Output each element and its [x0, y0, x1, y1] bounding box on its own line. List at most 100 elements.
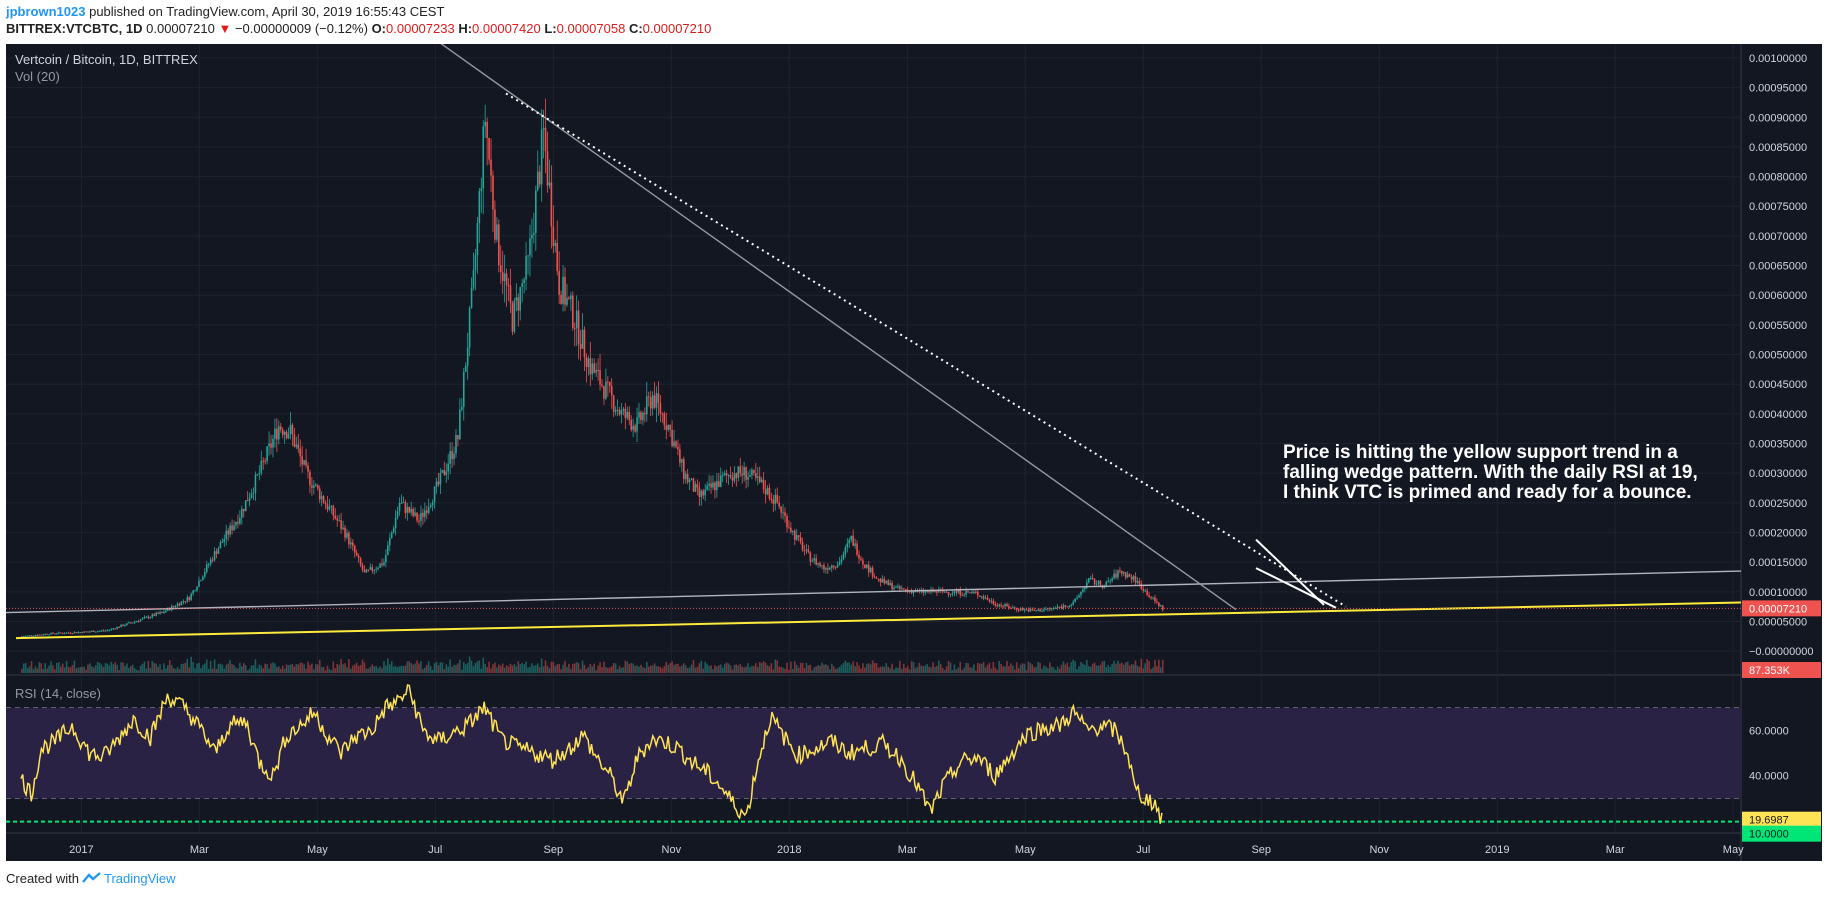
- volume-bar: [379, 666, 381, 673]
- candle-body: [688, 480, 691, 483]
- candle-body: [774, 494, 777, 504]
- volume-bar: [875, 663, 878, 673]
- volume-bar: [363, 662, 366, 673]
- volume-bar: [947, 660, 950, 673]
- volume-bar: [906, 666, 909, 673]
- candle-body: [902, 588, 905, 590]
- price-tick-label: 0.00050000: [1749, 350, 1807, 362]
- candle-body: [719, 475, 722, 487]
- volume-bar: [595, 670, 597, 673]
- low-value: 0.00007058: [556, 21, 626, 36]
- volume-bar: [630, 663, 633, 673]
- time-tick-label: May: [307, 844, 328, 856]
- candle-body: [807, 549, 810, 553]
- volume-bar: [848, 662, 851, 673]
- volume-bar: [274, 663, 276, 673]
- volume-bar: [743, 667, 745, 673]
- volume-bar: [1097, 666, 1100, 673]
- chart-svg[interactable]: 0.00100000 0.00095000 0.00090000 0.00085000…: [6, 44, 1822, 861]
- tradingview-link[interactable]: TradingView: [103, 871, 176, 886]
- time-tick-label: Mar: [1606, 844, 1625, 856]
- candle-body: [895, 586, 897, 588]
- volume-bar: [451, 666, 453, 673]
- descending-trendline: [440, 44, 1237, 611]
- price-tick-label: 0.00025000: [1749, 498, 1807, 510]
- candle-body: [731, 477, 734, 481]
- candle-body: [1107, 581, 1110, 583]
- price-tick-label: 0.00055000: [1749, 320, 1807, 332]
- candle-body: [91, 631, 93, 633]
- candle-body: [702, 490, 705, 496]
- volume-bar: [904, 667, 907, 673]
- candle-body: [829, 567, 831, 570]
- candle-body: [492, 175, 494, 210]
- candle-body: [383, 562, 385, 566]
- volume-bar: [242, 663, 245, 673]
- volume-bar: [756, 666, 759, 673]
- price-tick-label: 0.00005000: [1749, 616, 1807, 628]
- volume-bar: [205, 659, 208, 673]
- volume-bar: [1115, 663, 1117, 673]
- candle-body: [126, 623, 128, 626]
- volume-bar: [829, 669, 831, 673]
- volume-bar: [178, 669, 181, 673]
- volume-bar: [330, 670, 333, 673]
- candle-body: [904, 589, 907, 591]
- candle-body: [620, 410, 623, 415]
- candle-body: [655, 393, 658, 408]
- candle-body: [992, 600, 995, 604]
- candle-body: [143, 617, 146, 619]
- candle-body: [682, 459, 685, 479]
- candle-body: [803, 550, 806, 552]
- volume-bar: [679, 666, 681, 673]
- price-tick-label: 0.00035000: [1749, 439, 1807, 451]
- volume-bar: [895, 667, 897, 673]
- candle-body: [381, 563, 383, 566]
- volume-bar: [186, 658, 189, 673]
- volume-bar: [1058, 668, 1061, 673]
- candle-body: [951, 593, 954, 595]
- volume-bar: [864, 667, 866, 673]
- candle-body: [28, 635, 31, 637]
- volume-bar: [776, 660, 779, 673]
- candle-body: [223, 539, 226, 542]
- volume-bar: [353, 664, 356, 673]
- candle-body: [1150, 597, 1152, 599]
- volume-bar: [276, 667, 278, 673]
- candle-body: [570, 295, 572, 299]
- candle-body: [1109, 580, 1111, 582]
- author-link[interactable]: jpbrown1023: [6, 4, 86, 19]
- candle-body: [830, 565, 833, 568]
- volume-bar: [50, 661, 52, 673]
- volume-bar: [1136, 665, 1139, 673]
- time-tick-label: Nov: [662, 844, 682, 856]
- volume-bar: [725, 662, 728, 673]
- volume-bar: [351, 665, 354, 673]
- chart-canvas[interactable]: 0.00100000 0.00095000 0.00090000 0.00085000…: [6, 44, 1822, 861]
- volume-bar: [529, 666, 531, 673]
- volume-bar: [681, 665, 683, 673]
- candle-body: [811, 560, 814, 562]
- candle-body: [507, 285, 510, 287]
- candle-body: [795, 535, 798, 540]
- volume-bar: [87, 664, 89, 673]
- volume-bar: [1107, 664, 1110, 673]
- volume-bar: [478, 660, 481, 673]
- volume-bar: [610, 666, 613, 673]
- candle-body: [653, 395, 656, 408]
- candle-body: [978, 595, 981, 597]
- volume-bar: [661, 668, 664, 673]
- volume-bar: [54, 669, 56, 673]
- volume-bar: [566, 667, 568, 673]
- volume-bar: [439, 662, 442, 673]
- volume-bar: [774, 659, 777, 673]
- candle-body: [790, 527, 792, 533]
- rsi-tick-label: 40.0000: [1749, 771, 1789, 783]
- volume-bar: [59, 666, 62, 673]
- volume-bar: [227, 663, 229, 673]
- candle-body: [793, 530, 796, 540]
- candle-body: [854, 543, 856, 546]
- volume-bar: [645, 661, 648, 673]
- candle-body: [108, 629, 111, 631]
- candle-body: [157, 612, 159, 614]
